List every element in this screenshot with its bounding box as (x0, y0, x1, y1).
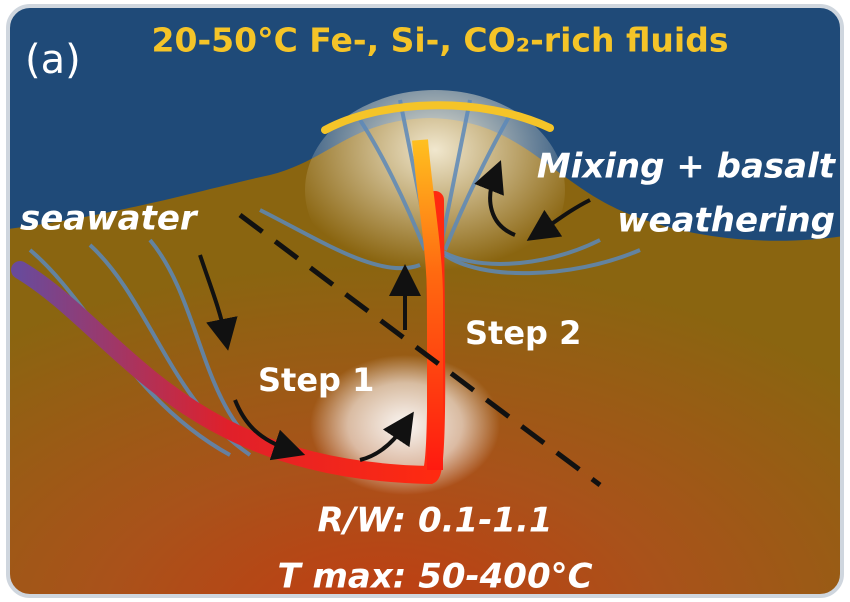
step-label: Step 1 (258, 361, 374, 399)
cone-glow (305, 90, 565, 290)
title: 20-50°C Fe-, Si-, CO₂-rich fluids (152, 21, 729, 60)
rw-label: R/W: 0.1-1.1 (317, 501, 552, 541)
arrows (198, 160, 591, 462)
mixing-label: Mixing + basalt (537, 147, 837, 187)
vent-crust (321, 101, 554, 134)
step-label: Step 2 (465, 314, 581, 352)
tmax-label: T max: 50-400°C (277, 557, 592, 597)
seawater-label: seawater (20, 199, 199, 239)
mixing-label: weathering (617, 201, 835, 241)
frame (6, 4, 844, 598)
riser (412, 139, 443, 470)
fault-line (238, 213, 602, 487)
panel-label: (a) (25, 37, 81, 83)
